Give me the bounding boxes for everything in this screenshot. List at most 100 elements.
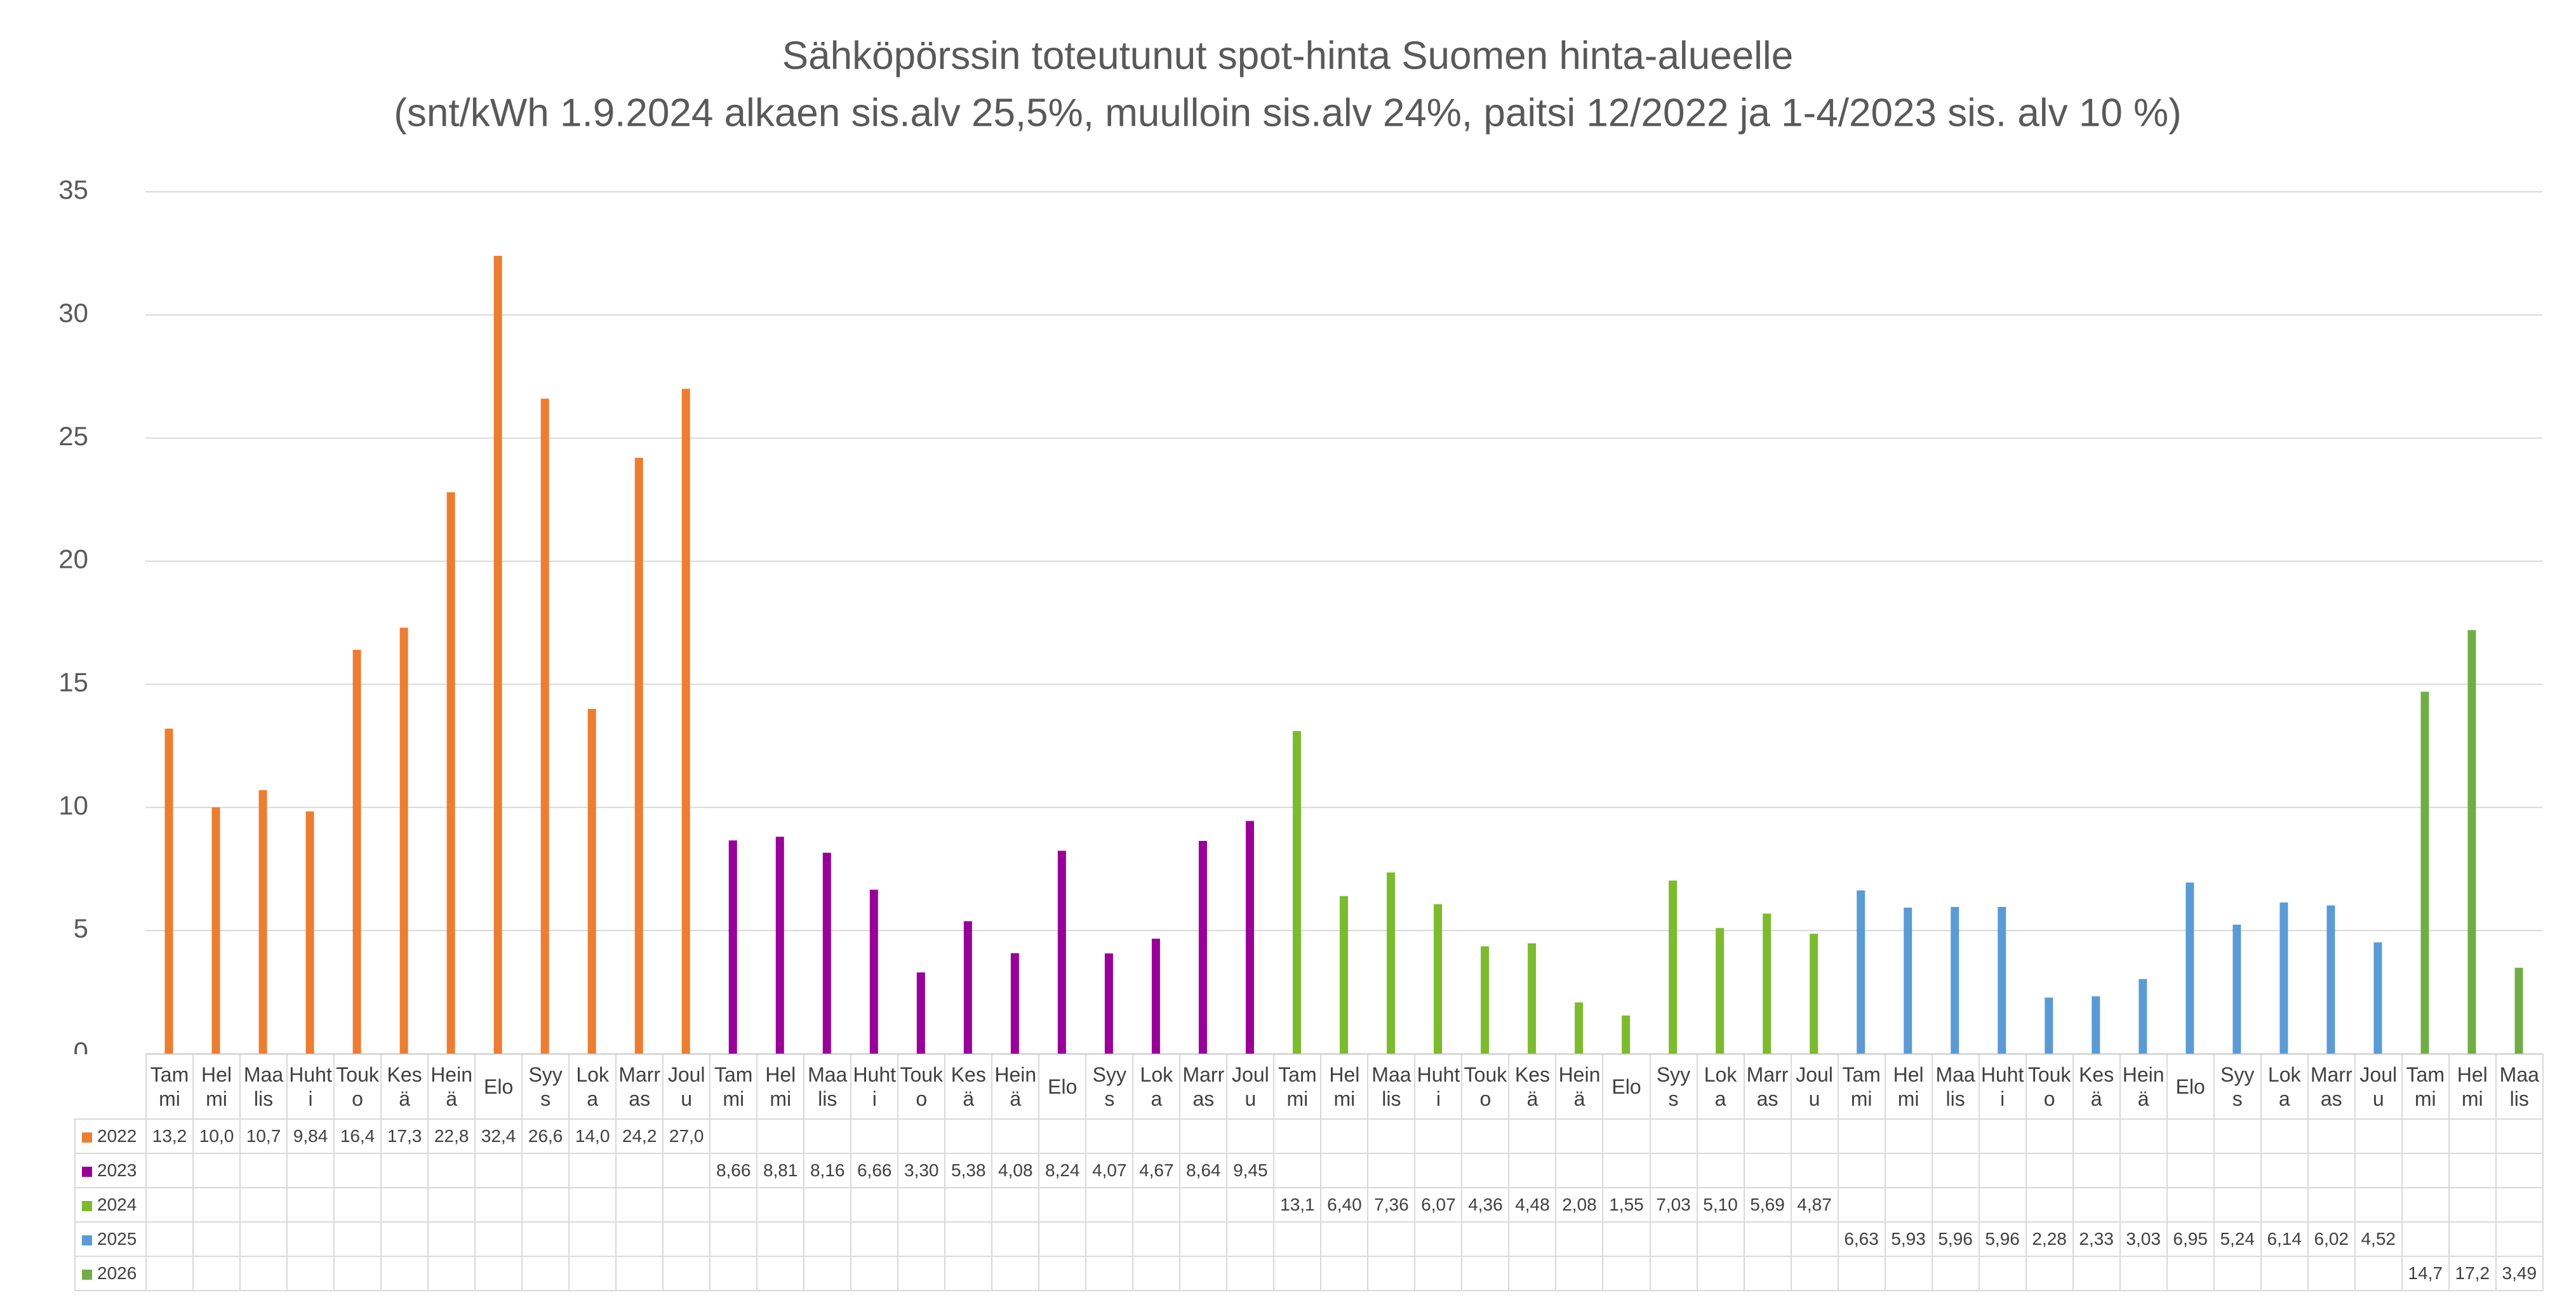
table-cell <box>1414 1153 1463 1188</box>
x-tick-label: Joulu <box>2354 1054 2403 1120</box>
x-tick-label: Tammi <box>1837 1054 1886 1120</box>
table-cell <box>1226 1187 1275 1223</box>
legend-label: 2024 <box>97 1195 137 1214</box>
table-cell <box>239 1187 288 1223</box>
table-cell <box>2307 1118 2356 1154</box>
x-tick-label: Kesä <box>944 1054 993 1120</box>
table-cell <box>662 1221 711 1257</box>
bar <box>2045 997 2053 1054</box>
x-tick-label: Syys <box>1649 1054 1698 1120</box>
legend-swatch <box>82 1200 92 1211</box>
bar <box>916 972 925 1054</box>
table-cell <box>897 1118 946 1154</box>
table-cell <box>1273 1118 1322 1154</box>
table-cell <box>662 1153 711 1188</box>
x-tick-label: Elo <box>2166 1054 2215 1120</box>
series-row: 2026 14,7 17,2 3,49 <box>74 1256 2544 1291</box>
table-cell <box>145 1187 194 1223</box>
y-tick-label: 10 <box>58 790 88 820</box>
table-cell <box>944 1256 993 1291</box>
table-cell <box>1461 1221 1510 1257</box>
table-cell <box>1273 1221 1322 1257</box>
table-cell <box>1931 1118 1980 1154</box>
table-cell <box>2072 1187 2121 1223</box>
bar <box>1245 821 1254 1054</box>
table-cell <box>333 1221 382 1257</box>
x-tick-label: Joulu <box>1790 1054 1839 1120</box>
data-label: 8,24 <box>1038 1153 1087 1188</box>
table-cell <box>2025 1256 2074 1291</box>
bar <box>2232 924 2241 1054</box>
bar <box>822 852 831 1054</box>
table-cell <box>474 1153 523 1188</box>
table-cell <box>1696 1221 1745 1257</box>
legend-entry: 2023 <box>74 1153 147 1188</box>
table-cell <box>1931 1187 1980 1223</box>
table-cell <box>1931 1153 1980 1188</box>
data-label: 3,49 <box>2495 1256 2544 1291</box>
table-cell <box>380 1221 429 1257</box>
table-cell <box>1884 1256 1933 1291</box>
table-cell <box>192 1153 241 1188</box>
table-cell <box>333 1187 382 1223</box>
table-cell <box>756 1256 805 1291</box>
table-cell <box>2119 1187 2168 1223</box>
data-label: 5,10 <box>1696 1187 1745 1223</box>
data-label: 6,02 <box>2307 1221 2356 1257</box>
y-tick-label: 20 <box>58 544 88 574</box>
table-cell <box>1085 1221 1134 1257</box>
table-cell <box>192 1221 241 1257</box>
table-cell <box>2448 1187 2497 1223</box>
table-cell <box>803 1256 852 1291</box>
table-cell <box>2495 1221 2544 1257</box>
table-cell <box>2025 1118 2074 1154</box>
y-tick-label: 30 <box>58 298 88 328</box>
table-cell <box>1649 1221 1698 1257</box>
table-cell <box>803 1118 852 1154</box>
table-cell <box>2119 1256 2168 1291</box>
y-tick-label: 35 <box>58 175 88 205</box>
x-tick-label: Marras <box>1179 1054 1228 1120</box>
bar <box>1198 841 1207 1054</box>
table-cell <box>2119 1118 2168 1154</box>
bar <box>352 650 361 1054</box>
table-cell <box>1132 1187 1181 1223</box>
table-cell <box>1179 1118 1228 1154</box>
table-cell <box>991 1118 1040 1154</box>
table-cell <box>1884 1153 1933 1188</box>
legend-entry: 2022 <box>74 1118 147 1154</box>
table-cell <box>2260 1118 2309 1154</box>
table-cell <box>1508 1256 1557 1291</box>
table-cell <box>2072 1153 2121 1188</box>
bar <box>1292 731 1301 1054</box>
table-cell <box>1461 1118 1510 1154</box>
table-cell <box>2213 1256 2262 1291</box>
table-cell <box>568 1256 617 1291</box>
table-cell <box>991 1221 1040 1257</box>
legend-swatch <box>82 1235 92 1245</box>
x-tick-label: Joulu <box>662 1054 711 1120</box>
table-cell <box>1367 1221 1416 1257</box>
table-cell <box>1978 1187 2027 1223</box>
table-cell <box>1132 1256 1181 1291</box>
data-label: 9,45 <box>1226 1153 1275 1188</box>
table-cell <box>1132 1118 1181 1154</box>
series-row: 2024 13,1 6,40 7,36 6,07 4,36 4,48 2,08 1,55 7,03… <box>74 1187 2544 1223</box>
table-cell <box>1508 1221 1557 1257</box>
table-cell <box>1461 1153 1510 1188</box>
bar <box>587 709 596 1054</box>
bar <box>2514 967 2523 1054</box>
bar <box>1340 896 1348 1054</box>
table-cell <box>709 1256 758 1291</box>
data-label: 32,4 <box>474 1118 523 1154</box>
x-tick-label: Elo <box>474 1054 523 1120</box>
x-tick-label: Maalis <box>1367 1054 1416 1120</box>
y-tick-label: 25 <box>58 421 88 451</box>
x-tick-label: Huhti <box>1414 1054 1463 1120</box>
x-tick-label: Helmi <box>756 1054 805 1120</box>
table-cell <box>850 1118 899 1154</box>
table-cell <box>803 1221 852 1257</box>
table-cell <box>944 1221 993 1257</box>
table-cell <box>2495 1153 2544 1188</box>
table-cell <box>2354 1187 2403 1223</box>
